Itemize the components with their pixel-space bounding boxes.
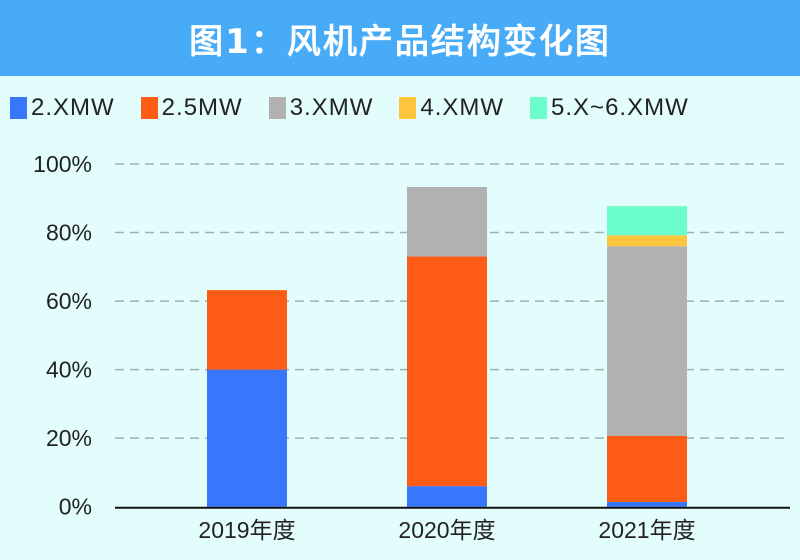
y-tick-label: 40% (46, 357, 92, 383)
legend-swatch (10, 97, 27, 119)
legend-label: 3.XMW (289, 94, 374, 121)
y-tick-label: 20% (46, 425, 92, 451)
legend-label: 2.5MW (161, 94, 243, 121)
bar-segment (407, 256, 487, 487)
x-tick-label: 2019年度 (198, 517, 295, 543)
y-tick-label: 100% (33, 151, 92, 177)
bar-segment (607, 501, 687, 507)
legend: 2.XMW 2.5MW 3.XMW 4.XMW 5.X~6.XMW (10, 94, 715, 122)
y-tick-label: 0% (59, 494, 92, 520)
legend-label: 5.X~6.XMW (551, 94, 689, 121)
legend-item: 5.X~6.XMW (530, 94, 689, 122)
legend-swatch (140, 97, 158, 119)
legend-label: 4.XMW (420, 94, 505, 121)
y-tick-label: 80% (46, 220, 92, 246)
bar-segment (407, 486, 487, 507)
chart-title: 图1：风机产品结构变化图 (189, 21, 611, 62)
x-tick-label: 2020年度 (398, 517, 495, 543)
bar-segment (607, 235, 687, 247)
bar-segment (207, 369, 287, 507)
bar-segment (607, 246, 687, 436)
bar-segment (607, 435, 687, 502)
bar-segment (607, 206, 687, 236)
legend-item: 4.XMW (399, 94, 504, 122)
legend-swatch (399, 97, 417, 119)
legend-swatch (268, 97, 286, 119)
x-tick-label: 2021年度 (598, 517, 695, 543)
legend-item: 3.XMW (268, 94, 374, 122)
y-tick-label: 60% (46, 288, 92, 314)
title-bar: 图1：风机产品结构变化图 (0, 0, 800, 76)
legend-label: 2.XMW (31, 94, 115, 121)
legend-item: 2.5MW (140, 94, 243, 122)
legend-swatch (530, 97, 548, 119)
legend-item: 2.XMW (10, 94, 115, 122)
bar-segment (407, 186, 487, 257)
bar-segment (207, 290, 287, 370)
